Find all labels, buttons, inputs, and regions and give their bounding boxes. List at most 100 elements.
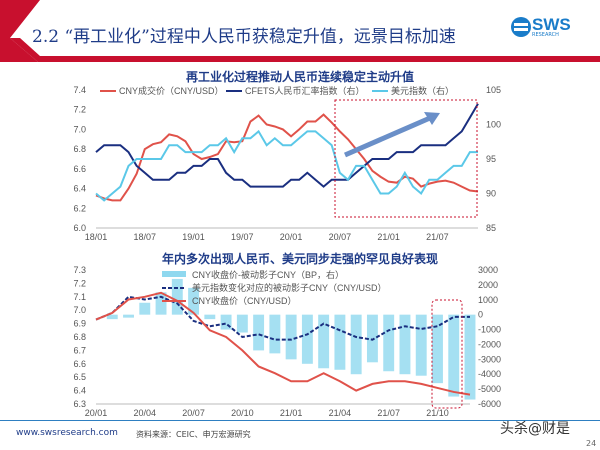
slide-title: 2.2 “再工业化”过程中人民币获稳定升值，远景目标加速 <box>32 27 456 47</box>
bar <box>253 314 265 351</box>
y-tick-label: 6.8 <box>73 332 86 342</box>
bar <box>399 314 411 375</box>
bar <box>220 314 232 330</box>
series-line-2 <box>95 291 471 396</box>
bar <box>415 314 427 376</box>
bar <box>432 314 443 384</box>
bar <box>464 314 476 400</box>
logo-icon <box>511 17 531 37</box>
bar <box>269 314 281 354</box>
y2-tick-label: 1000 <box>478 295 498 305</box>
charts: 7.4 7.2 7.0 6.8 6.6 6.4 6.2 6.0 105 100 95 90 85 18/0… <box>73 85 501 418</box>
x-tick-label: 18/01 <box>85 232 108 242</box>
y2-tick-label: -6000 <box>478 399 501 409</box>
bar <box>301 314 313 364</box>
bar <box>383 314 395 372</box>
y2-tick-label: 105 <box>486 85 501 95</box>
y2-tick-label: -5000 <box>478 384 501 394</box>
bar <box>139 302 151 315</box>
legend-label: CNY收盘价（CNY/USD） <box>192 295 297 306</box>
y2-tick-label: 100 <box>486 120 501 130</box>
x-tick-label: 21/07 <box>377 408 400 418</box>
y2-tick-label: -1000 <box>478 325 501 335</box>
bar <box>204 314 216 320</box>
series-line-0 <box>95 113 479 202</box>
trend-arrow-head <box>424 112 440 125</box>
y2-tick-label: 95 <box>486 154 496 164</box>
legend-label: CFETS人民币汇率指数（右） <box>245 85 365 96</box>
source-note: 资料来源：CEIC、申万宏源研究 <box>136 430 251 439</box>
legend-swatch <box>162 271 186 277</box>
y2-tick-label: 0 <box>478 310 483 320</box>
y-tick-label: 6.7 <box>73 345 86 355</box>
bar <box>334 314 346 370</box>
y2-tick-label: 85 <box>486 223 496 233</box>
bar <box>155 292 167 315</box>
watermark: 头杀@财是 <box>500 421 570 437</box>
y2-tick-label: 90 <box>486 189 496 199</box>
y-tick-label: 6.9 <box>73 319 86 329</box>
footer-line <box>0 420 600 421</box>
y-tick-label: 6.4 <box>73 184 86 194</box>
y2-tick-label: -2000 <box>478 339 501 349</box>
x-tick-label: 20/01 <box>280 232 303 242</box>
legend-label: CNY收盘价-被动影子CNY（BP，右） <box>192 269 344 280</box>
y-tick-label: 7.4 <box>73 85 86 95</box>
chart1-title: 再工业化过程推动人民币连续稳定主动升值 <box>185 70 414 84</box>
x-tick-label: 21/07 <box>426 232 449 242</box>
logo-sub: RESEARCH <box>532 31 559 38</box>
y-tick-label: 7.0 <box>73 305 86 315</box>
y2-tick-label: -4000 <box>478 369 501 379</box>
sws-logo: SWS RESEARCH <box>510 16 571 38</box>
y-tick-label: 7.2 <box>73 278 86 288</box>
y-tick-label: 6.6 <box>73 164 86 174</box>
y2-tick-label: 3000 <box>478 265 498 275</box>
bar <box>188 287 200 315</box>
y-tick-label: 7.0 <box>73 124 86 134</box>
website-link[interactable]: www.swsresearch.com <box>16 428 118 438</box>
y-tick-label: 6.3 <box>73 399 86 409</box>
series-line-1 <box>95 295 470 341</box>
y-tick-label: 7.2 <box>73 105 86 115</box>
y-tick-label: 6.0 <box>73 223 86 233</box>
y-tick-label: 6.6 <box>73 359 86 369</box>
y-tick-label: 6.8 <box>73 144 86 154</box>
x-tick-label: 20/10 <box>231 408 254 418</box>
x-tick-label: 20/01 <box>85 408 108 418</box>
trend-arrow <box>344 115 431 158</box>
y-tick-label: 7.1 <box>73 292 86 302</box>
page-number: 24 <box>586 439 597 448</box>
x-tick-label: 21/01 <box>377 232 400 242</box>
highlight-box <box>431 299 463 409</box>
series-line-1 <box>95 103 479 188</box>
y-tick-label: 6.4 <box>73 386 86 396</box>
chart2-title: 年内多次出现人民币、美元同步走强的罕见良好表现 <box>161 252 438 266</box>
bar <box>236 314 248 333</box>
bar <box>318 314 330 369</box>
highlight-box <box>334 99 478 218</box>
x-tick-label: 21/04 <box>329 408 352 418</box>
bar <box>448 314 460 397</box>
y-tick-label: 6.2 <box>73 203 86 213</box>
y-tick-label: 6.5 <box>73 372 86 382</box>
header-banner <box>0 0 600 62</box>
logo-text: SWS <box>532 14 571 34</box>
x-tick-label: 19/01 <box>182 232 205 242</box>
x-tick-label: 20/07 <box>182 408 205 418</box>
x-tick-label: 21/10 <box>426 408 449 418</box>
bar <box>106 314 118 320</box>
bar <box>123 314 134 318</box>
x-tick-label: 19/07 <box>231 232 254 242</box>
bar <box>350 314 362 375</box>
x-tick-label: 20/04 <box>134 408 157 418</box>
x-tick-label: 20/07 <box>329 232 352 242</box>
legend-label: 美元指数变化对应的被动影子CNY（CNY/USD） <box>192 282 387 293</box>
legend-label: CNY成交价（CNY/USD） <box>119 85 224 96</box>
legend-label: 美元指数（右） <box>391 85 454 96</box>
y2-tick-label: -3000 <box>478 354 501 364</box>
bar <box>366 314 378 363</box>
y-tick-label: 7.3 <box>73 265 86 275</box>
series-line-2 <box>95 129 478 202</box>
x-tick-label: 21/01 <box>280 408 303 418</box>
y2-tick-label: 2000 <box>478 280 498 290</box>
